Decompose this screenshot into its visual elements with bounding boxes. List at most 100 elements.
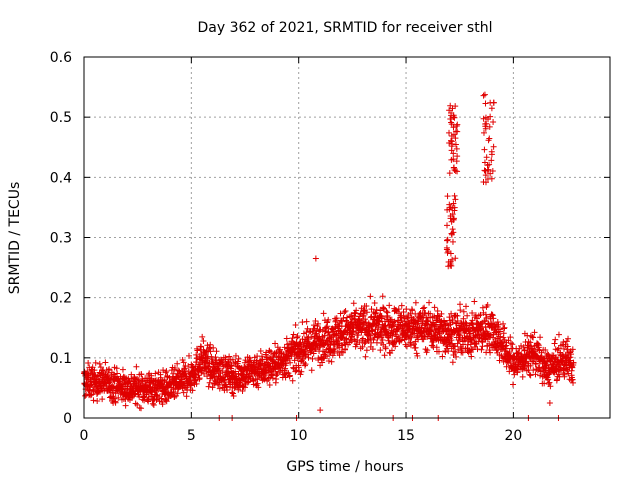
data-point	[535, 344, 542, 351]
data-point	[194, 355, 201, 362]
data-point	[482, 172, 489, 179]
data-point	[488, 151, 495, 158]
data-point	[468, 353, 475, 360]
data-point	[447, 115, 454, 122]
data-point	[106, 379, 113, 386]
data-point	[393, 307, 400, 314]
data-point	[454, 312, 461, 319]
x-tick-label: 20	[504, 428, 522, 444]
data-point	[484, 301, 491, 308]
data-point	[362, 319, 369, 326]
data-point	[213, 348, 220, 355]
data-point	[392, 343, 399, 350]
data-point	[207, 348, 214, 355]
data-point	[545, 371, 552, 378]
data-point	[266, 382, 273, 389]
data-point	[193, 351, 200, 358]
chart-title: Day 362 of 2021, SRMTID for receiver sth…	[198, 20, 493, 36]
data-point	[301, 362, 308, 369]
data-point	[170, 389, 177, 396]
data-point	[307, 349, 314, 356]
data-point	[235, 355, 242, 362]
data-point	[152, 370, 159, 377]
data-point	[501, 324, 508, 331]
data-point	[94, 373, 101, 380]
data-point	[268, 371, 275, 378]
data-point	[438, 310, 445, 317]
data-point	[448, 119, 455, 126]
data-point	[319, 359, 326, 366]
data-point	[189, 387, 196, 394]
data-point	[546, 379, 553, 386]
data-point	[483, 154, 490, 161]
data-point	[333, 315, 340, 322]
data-point	[482, 125, 489, 132]
data-point	[212, 354, 219, 361]
data-point	[456, 337, 463, 344]
data-point	[268, 349, 275, 356]
data-point	[490, 119, 497, 126]
data-point	[478, 338, 485, 345]
data-point	[535, 341, 542, 348]
data-point	[132, 376, 139, 383]
data-point	[475, 331, 482, 338]
data-point	[541, 380, 548, 387]
data-point	[544, 350, 551, 357]
data-point	[328, 358, 335, 365]
data-point	[529, 333, 536, 340]
data-point	[342, 346, 349, 353]
data-point	[138, 371, 145, 378]
data-point	[490, 143, 497, 150]
data-point	[312, 317, 319, 324]
data-point	[343, 317, 350, 324]
data-point	[292, 368, 299, 375]
y-axis-label: SRMTID / TECUs	[7, 182, 23, 295]
data-point	[112, 399, 119, 406]
data-point	[234, 358, 241, 365]
data-point	[497, 333, 504, 340]
data-point	[269, 375, 276, 382]
data-point	[153, 388, 160, 395]
data-point	[414, 352, 421, 359]
data-point	[255, 384, 262, 391]
data-point	[451, 192, 458, 199]
data-point	[481, 91, 488, 98]
data-point	[448, 230, 455, 237]
data-point	[454, 340, 461, 347]
data-point	[309, 355, 316, 362]
data-point	[257, 347, 264, 354]
data-point	[196, 375, 203, 382]
data-point	[487, 113, 494, 120]
data-point	[277, 346, 284, 353]
data-point	[102, 359, 109, 366]
data-point	[327, 342, 334, 349]
data-point	[229, 389, 236, 396]
x-tick-label: 0	[80, 428, 89, 444]
data-point	[337, 310, 344, 317]
data-point	[462, 319, 469, 326]
data-point	[446, 129, 453, 136]
data-point	[290, 331, 297, 338]
x-tick-labels: 0 5 10 15 20	[80, 428, 523, 444]
data-point	[412, 344, 419, 351]
data-point	[502, 345, 509, 352]
data-point	[457, 307, 464, 314]
data-point	[445, 348, 452, 355]
data-point	[272, 350, 279, 357]
data-point	[482, 317, 489, 324]
data-point	[138, 405, 145, 412]
data-point	[342, 308, 349, 315]
data-point	[482, 324, 489, 331]
data-point	[425, 318, 432, 325]
data-point	[383, 308, 390, 315]
data-point	[204, 357, 211, 364]
data-point	[222, 354, 229, 361]
x-tick-label: 5	[187, 428, 196, 444]
data-point	[289, 377, 296, 384]
data-point	[486, 135, 493, 142]
data-point	[281, 344, 288, 351]
data-point	[273, 375, 280, 382]
data-point	[339, 318, 346, 325]
data-point	[489, 312, 496, 319]
